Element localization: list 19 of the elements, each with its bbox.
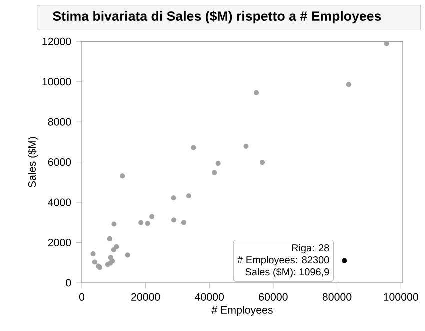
y-tick-label: 4000 — [48, 198, 72, 206]
x-tick-label: 60000 — [259, 293, 288, 301]
x-tick-label: 20000 — [132, 293, 160, 301]
y-tick-label: 12000 — [42, 38, 72, 46]
y-axis-title: Sales ($M) — [28, 137, 38, 188]
annotation: Riga: 28 — [292, 244, 330, 254]
x-tick-label: 80000 — [322, 293, 352, 301]
y-tick-label: 8000 — [48, 118, 72, 126]
annotation: Sales ($M): 1096,9 — [246, 268, 330, 278]
chart-title: Stima bivariata di Sales ($M) rispetto a # Employees — [53, 10, 382, 24]
y-tick-label: 10000 — [42, 78, 72, 86]
y-tick-label: 2000 — [48, 238, 72, 247]
y-tick-label: 6000 — [48, 158, 72, 166]
x-tick-label: 40000 — [195, 293, 224, 301]
y-tick-label: 0 — [66, 279, 72, 287]
x-tick-label: 100000 — [384, 293, 418, 301]
x-tick-label: 0 — [79, 293, 85, 301]
annotation: # Employees: 82300 — [238, 256, 330, 266]
x-axis-title: # Employees — [212, 306, 273, 316]
